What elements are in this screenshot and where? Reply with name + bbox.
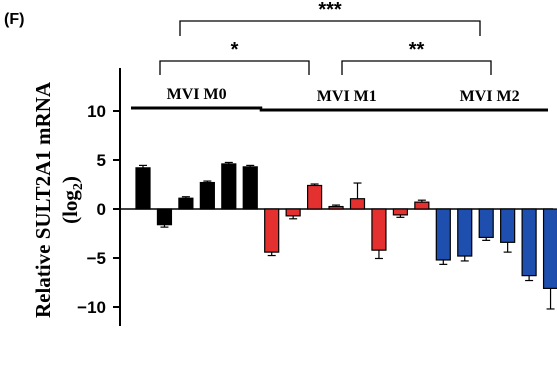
bar [156,208,173,226]
y-axis-unit-prefix: (log [58,190,82,224]
y-tick-label: −5 [87,249,106,268]
bar [199,181,215,210]
bar [285,208,301,217]
bar [414,201,430,210]
significance-label: *** [318,0,342,21]
bar [542,208,557,289]
error-bars [139,161,555,310]
bar [178,197,194,210]
significance-bracket [159,60,310,75]
bar [328,205,344,210]
bar [242,166,258,210]
y-axis-unit-suffix: ) [58,176,82,183]
y-axis-subtitle: (log2) [58,176,86,224]
bar [221,163,237,210]
y-tick-label: 10 [87,102,106,121]
y-tick-label: −10 [77,298,106,317]
group-labels: MVI M0 MVI M1 MVI M2 [131,86,548,112]
bar [457,208,473,257]
bar [349,198,366,210]
bar [478,208,494,239]
significance-brackets: * ***** [159,0,492,75]
group-label: MVI M0 [167,86,227,103]
significance-label: * [231,39,239,61]
y-axis-ticks: 10 5 0 −5 −10 [77,102,120,317]
y-tick-label: 0 [97,200,106,219]
panel-label: (F) [4,11,24,28]
significance-bracket [179,20,481,36]
bar [307,184,323,210]
y-axis-title-unit: (log2) [58,176,86,224]
significance-bracket [341,60,492,75]
bar [521,208,537,277]
bar [500,208,516,243]
y-axis-title: Relative SULT2A1 mRNA [31,81,55,318]
bar [371,208,387,251]
bars [135,163,557,289]
group-label: MVI M2 [460,88,520,105]
bar [435,208,451,261]
bar [392,208,408,216]
bar [264,208,280,253]
y-tick-label: 5 [97,151,106,170]
y-axis-title-main: Relative SULT2A1 mRNA [31,81,55,318]
y-axis-unit-subscript: 2 [71,183,86,190]
significance-label: ** [409,39,425,61]
bar [135,167,151,210]
group-label: MVI M1 [317,88,377,105]
